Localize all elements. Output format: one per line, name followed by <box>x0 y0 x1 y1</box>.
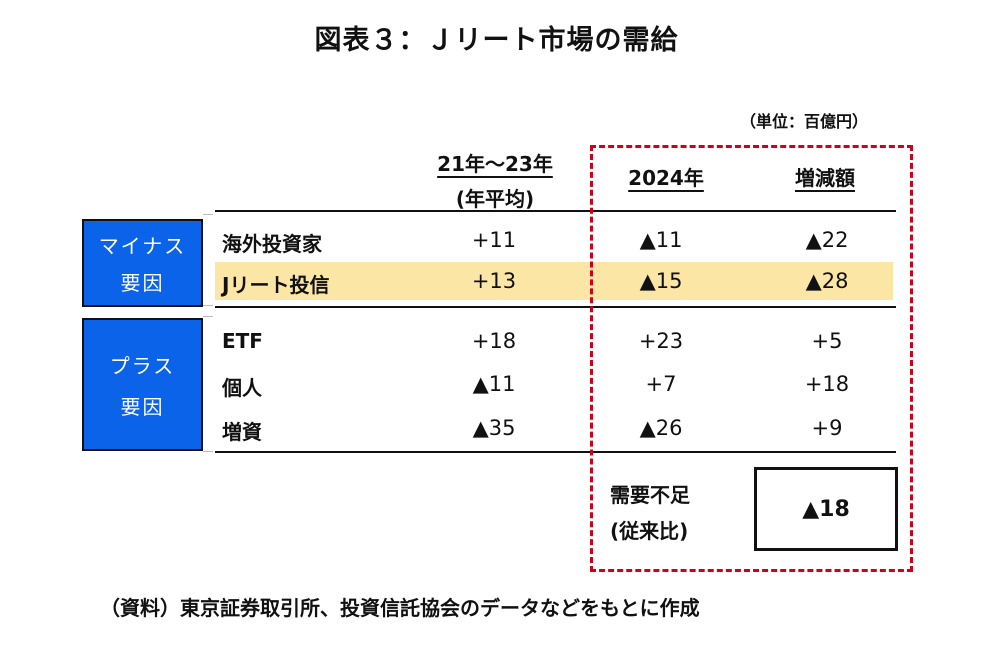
summary-value-box: ▲18 <box>754 467 898 551</box>
summary-label-line2: (従来比) <box>610 519 689 543</box>
summary-label: 需要不足 (従来比) <box>610 477 690 549</box>
plus-factors-line1: プラス <box>109 353 176 378</box>
connector-tick <box>203 316 213 317</box>
cell-change: +9 <box>811 416 843 440</box>
summary-label-line1: 需要不足 <box>610 483 690 507</box>
row-label-capital-increase: 増資 <box>222 420 262 444</box>
minus-factors-tag: マイナス 要因 <box>82 219 203 307</box>
cell-2024: ▲26 <box>639 416 683 440</box>
group-divider-rule <box>215 306 896 308</box>
column-header-avg: 21年～23年 (年平均) <box>415 148 575 212</box>
cell-change: +5 <box>811 329 843 353</box>
row-label-jreit-funds: Jリート投信 <box>222 273 330 297</box>
row-label-overseas-investors: 海外投資家 <box>222 232 322 256</box>
cell-2024: +23 <box>638 329 684 353</box>
column-header-2024: 2024年 <box>606 162 726 191</box>
cell-avg: ▲35 <box>472 416 516 440</box>
cell-change: +18 <box>804 372 850 396</box>
table-top-rule <box>215 210 896 212</box>
row-label-individuals: 個人 <box>222 376 262 400</box>
table-bottom-rule <box>215 451 896 453</box>
summary-value: ▲18 <box>802 496 850 522</box>
cell-avg: +18 <box>471 329 517 353</box>
emphasis-dashed-box <box>590 145 913 572</box>
connector-tick <box>203 451 213 452</box>
column-header-change: 増減額 <box>770 162 880 191</box>
connector-tick <box>203 305 213 306</box>
source-note: （資料）東京証券取引所、投資信託協会のデータなどをもとに作成 <box>100 596 700 620</box>
column-header-2024-label: 2024年 <box>628 166 704 190</box>
connector-tick <box>203 214 213 215</box>
cell-avg: +13 <box>471 269 517 293</box>
cell-2024: +7 <box>645 372 677 396</box>
cell-change: ▲22 <box>805 228 849 252</box>
minus-factors-line2: 要因 <box>120 271 165 295</box>
plus-factors-tag: プラス 要因 <box>82 318 203 451</box>
highlight-row-band <box>215 262 893 300</box>
cell-2024: ▲15 <box>639 269 683 293</box>
unit-label: （単位：百億円） <box>740 112 869 131</box>
column-header-avg-line1: 21年～23年 <box>437 152 553 176</box>
plus-factors-line2: 要因 <box>120 394 165 419</box>
cell-avg: ▲11 <box>472 372 516 396</box>
row-label-etf: ETF <box>222 329 263 353</box>
figure-title: 図表３：Ｊリート市場の需給 <box>314 25 679 56</box>
cell-avg: +11 <box>471 228 517 252</box>
cell-change: ▲28 <box>805 269 849 293</box>
cell-2024: ▲11 <box>639 228 683 252</box>
column-header-avg-line2: (年平均) <box>455 187 535 211</box>
minus-factors-line1: マイナス <box>98 234 187 258</box>
column-header-change-label: 増減額 <box>795 166 855 190</box>
